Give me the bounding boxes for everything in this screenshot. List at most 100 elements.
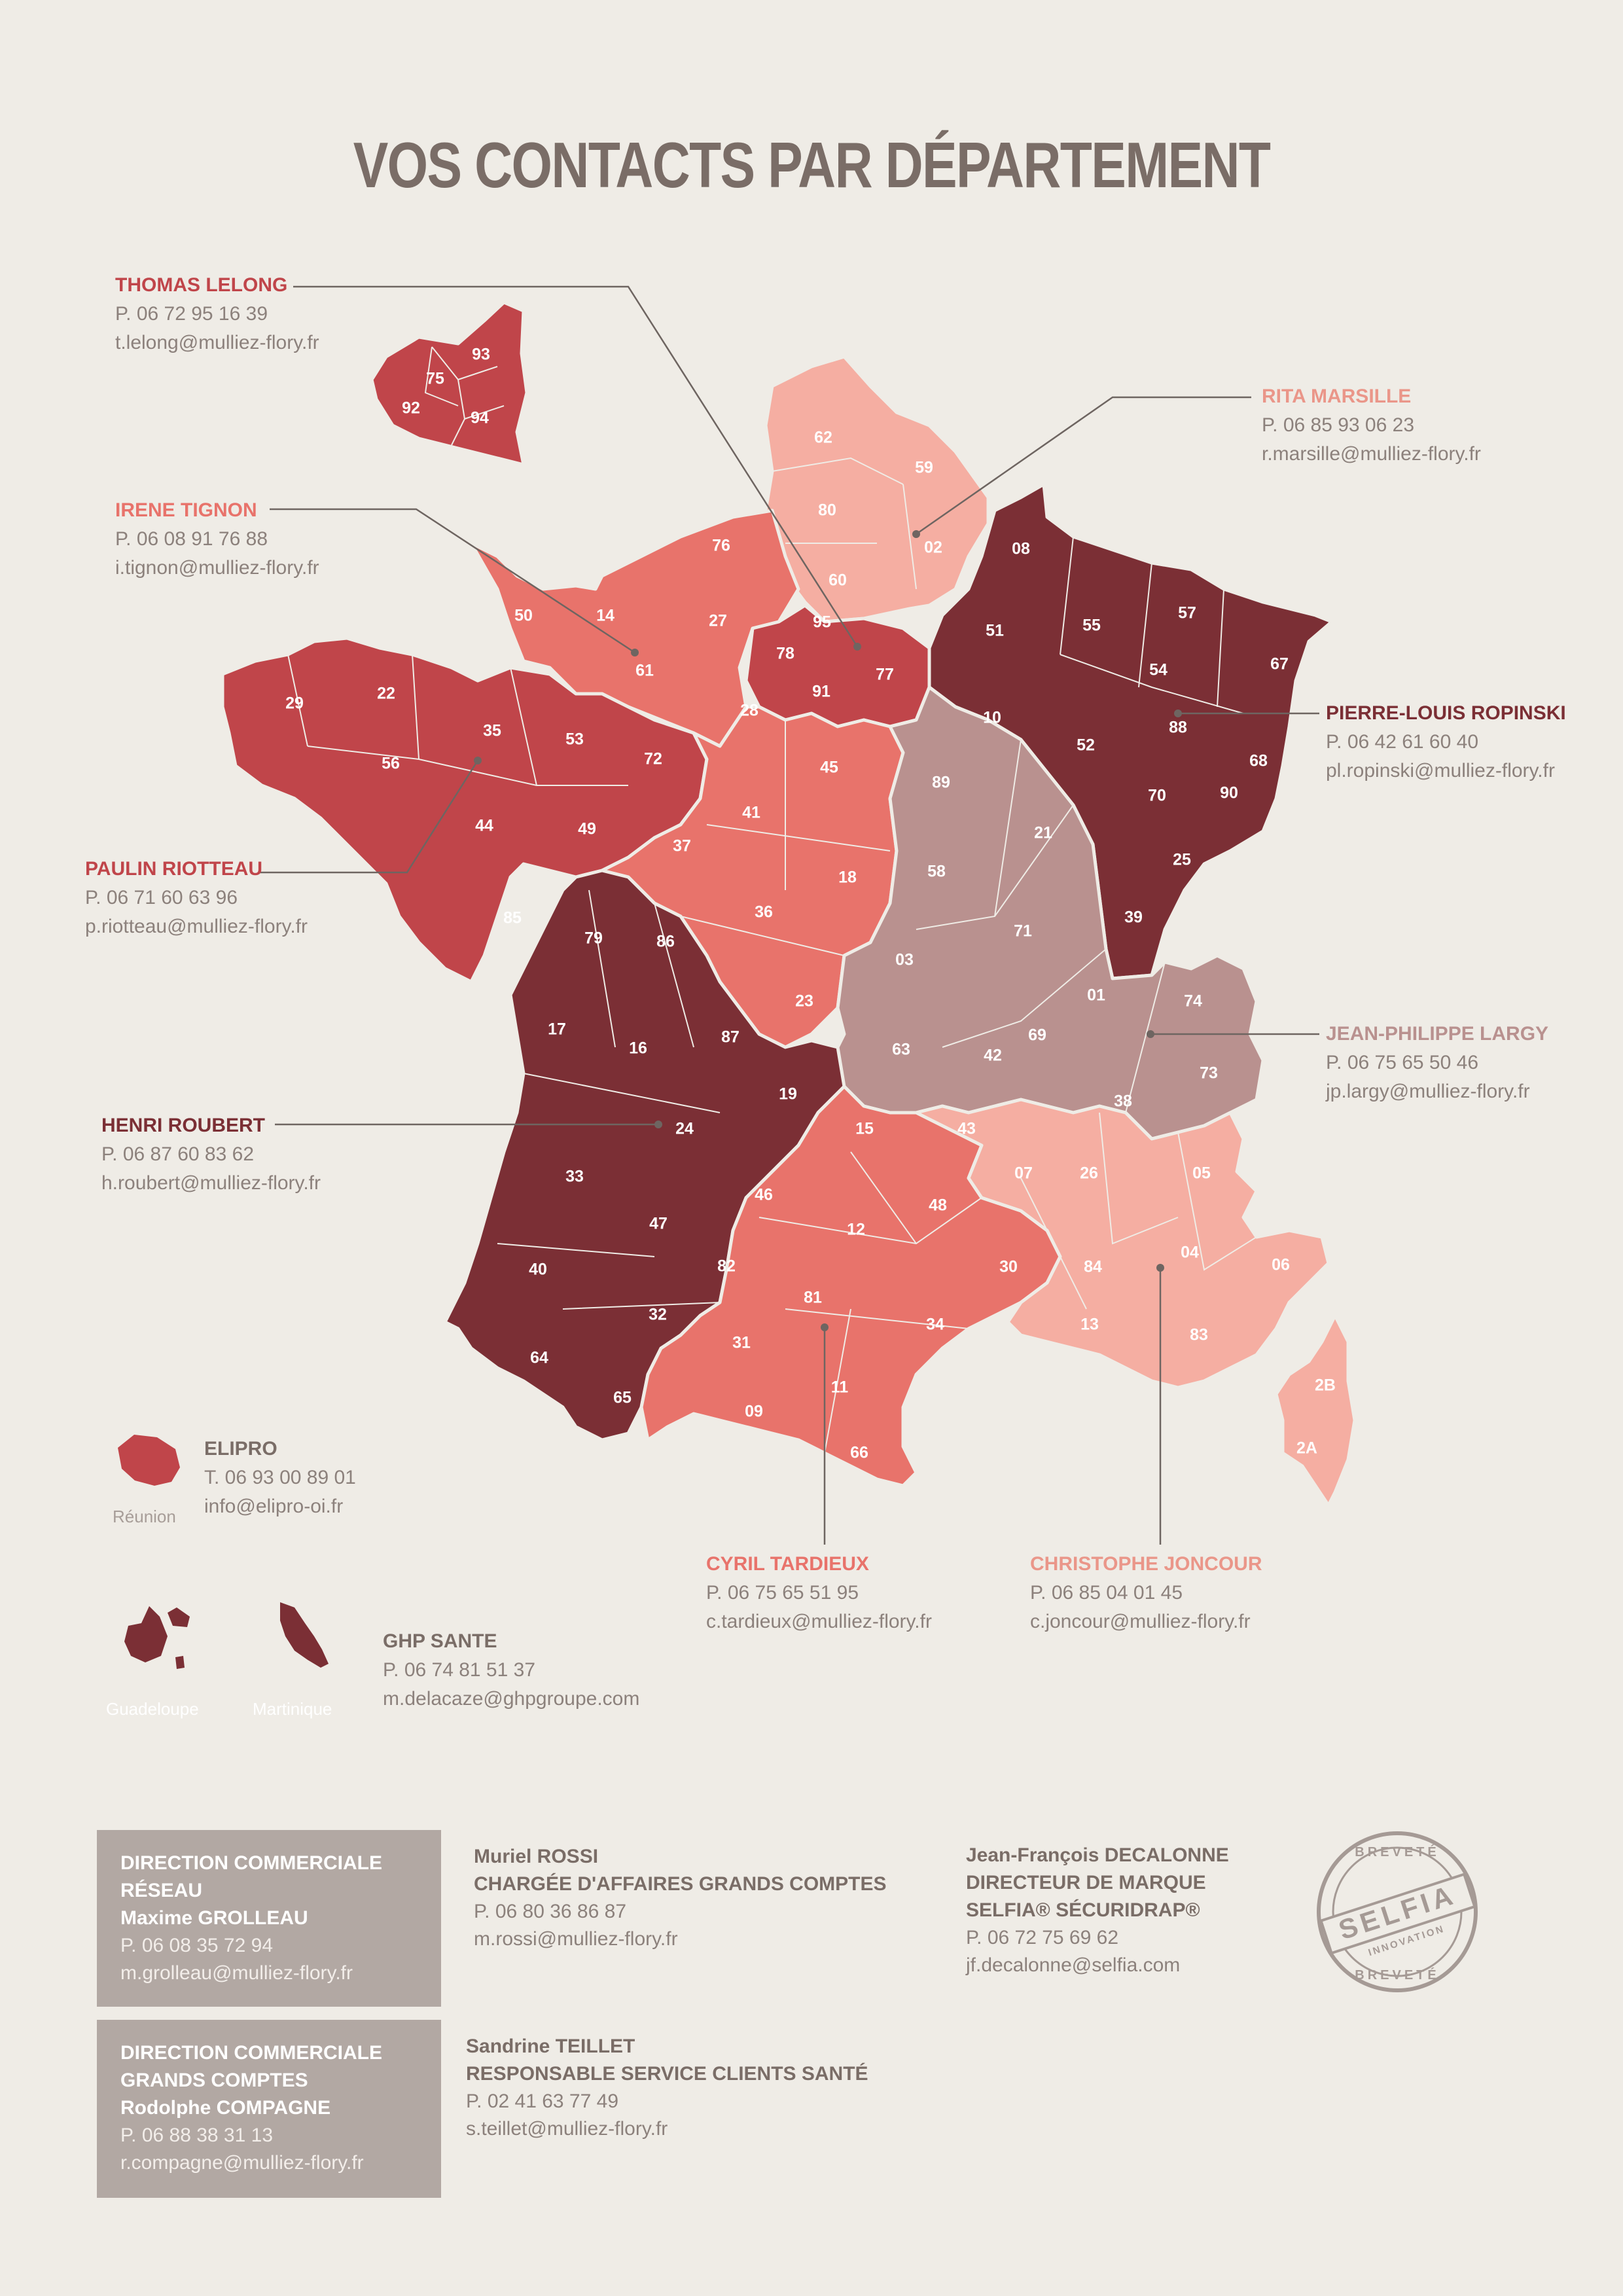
dept-label: 67 <box>1270 655 1289 673</box>
contact-email[interactable]: c.joncour@mulliez-flory.fr <box>1030 1611 1251 1632</box>
dept-label: 24 <box>675 1120 694 1138</box>
dept-label: 18 <box>838 869 857 887</box>
dept-label: 65 <box>613 1389 632 1407</box>
dept-label: 17 <box>548 1020 566 1039</box>
dept-label: 10 <box>983 709 1001 727</box>
dept-label: 33 <box>565 1168 584 1186</box>
contact-phone: P. 06 74 81 51 37 <box>383 1659 535 1681</box>
dept-label: 29 <box>285 694 304 713</box>
dept-label: 94 <box>471 409 489 427</box>
dept-label: 2A <box>1296 1439 1317 1458</box>
contact-email[interactable]: p.riotteau@mulliez-flory.fr <box>85 916 308 937</box>
box-email[interactable]: r.compagne@mulliez-flory.fr <box>120 2152 364 2174</box>
contact-email[interactable]: h.roubert@mulliez-flory.fr <box>101 1172 321 1194</box>
page-title: VOS CONTACTS PAR DÉPARTEMENT <box>353 129 1271 201</box>
dept-label: 66 <box>850 1444 868 1462</box>
contact-ghp: GHP SANTE P. 06 74 81 51 37 m.delacaze@g… <box>383 1627 639 1713</box>
box-heading: RÉSEAU <box>120 1880 203 1901</box>
contact-email[interactable]: info@elipro-oi.fr <box>204 1496 344 1517</box>
contact-email[interactable]: m.delacaze@ghpgroupe.com <box>383 1688 640 1710</box>
contact-email[interactable]: c.tardieux@mulliez-flory.fr <box>706 1611 932 1632</box>
dept-label: 27 <box>709 612 727 630</box>
footer-email[interactable]: jf.decalonne@selfia.com <box>966 1954 1181 1976</box>
contact-roubert: HENRI ROUBERT P. 06 87 60 83 62 h.rouber… <box>101 1111 321 1198</box>
dept-label: 72 <box>644 750 662 768</box>
dept-label: 45 <box>820 759 838 777</box>
dept-label: 46 <box>755 1186 773 1204</box>
contact-name: RITA MARSILLE <box>1262 386 1412 407</box>
dept-label: 30 <box>999 1258 1018 1276</box>
contact-tardieux: CYRIL TARDIEUX P. 06 75 65 51 95 c.tardi… <box>706 1550 932 1636</box>
contact-phone: P. 06 42 61 60 40 <box>1326 731 1478 753</box>
footer-role: DIRECTEUR DE MARQUE <box>966 1872 1206 1893</box>
contact-phone: P. 06 08 91 76 88 <box>115 528 268 550</box>
dept-label: 08 <box>1012 540 1030 558</box>
dept-label: 74 <box>1184 992 1202 1011</box>
dept-label: 89 <box>932 774 950 792</box>
box-phone: P. 06 88 38 31 13 <box>120 2125 273 2146</box>
contact-email[interactable]: r.marsille@mulliez-flory.fr <box>1262 443 1481 465</box>
contact-largy: JEAN-PHILIPPE LARGY P. 06 75 65 50 46 jp… <box>1326 1020 1548 1106</box>
footer-person-name: Jean-François DECALONNE <box>966 1844 1229 1866</box>
contact-phone: P. 06 75 65 50 46 <box>1326 1052 1478 1073</box>
dept-label: 23 <box>795 992 813 1011</box>
dept-label: 76 <box>712 537 730 555</box>
contact-lelong: THOMAS LELONG P. 06 72 95 16 39 t.lelong… <box>115 271 319 357</box>
dept-label: 49 <box>578 820 596 838</box>
contact-name: THOMAS LELONG <box>115 274 288 296</box>
contact-email[interactable]: jp.largy@mulliez-flory.fr <box>1326 1081 1530 1102</box>
dept-label: 11 <box>831 1378 849 1397</box>
dept-label: 50 <box>514 607 533 625</box>
dept-label: 12 <box>847 1221 865 1239</box>
dept-label: 95 <box>813 613 831 632</box>
contact-phone: T. 06 93 00 89 01 <box>204 1467 356 1488</box>
contact-riotteau: PAULIN RIOTTEAU P. 06 71 60 63 96 p.riot… <box>85 855 308 941</box>
dept-label: 91 <box>812 683 830 701</box>
dept-label: 55 <box>1082 617 1101 635</box>
contact-email[interactable]: i.tignon@mulliez-flory.fr <box>115 557 319 579</box>
dept-label: 82 <box>717 1257 736 1276</box>
contact-name: ELIPRO <box>204 1438 277 1460</box>
dept-label: 43 <box>957 1120 976 1138</box>
dept-label: 05 <box>1192 1164 1211 1183</box>
dept-label: 79 <box>584 929 603 948</box>
contact-name: IRENE TIGNON <box>115 499 257 521</box>
dept-label: 13 <box>1080 1316 1099 1334</box>
region-idf <box>744 603 931 728</box>
contact-email[interactable]: t.lelong@mulliez-flory.fr <box>115 332 319 353</box>
box-person-name: Maxime GROLLEAU <box>120 1907 308 1929</box>
dept-label: 02 <box>924 539 942 557</box>
dept-label: 51 <box>986 622 1004 640</box>
selfia-brevete-stamp: BREVETÉ SELFIA INNOVATION BREVETÉ <box>1317 1831 1478 1992</box>
footer-email[interactable]: s.teillet@mulliez-flory.fr <box>466 2118 668 2140</box>
footer-email[interactable]: m.rossi@mulliez-flory.fr <box>474 1928 678 1950</box>
dept-label: 57 <box>1178 604 1196 622</box>
footer-person-name: Muriel ROSSI <box>474 1846 599 1867</box>
dept-label: 75 <box>426 370 444 388</box>
dept-label: 44 <box>475 817 493 835</box>
guadeloupe-label: Guadeloupe <box>106 1699 199 1719</box>
box-heading: DIRECTION COMMERCIALE <box>120 1852 382 1874</box>
box-heading: DIRECTION COMMERCIALE <box>120 2042 382 2064</box>
contact-name: PAULIN RIOTTEAU <box>85 858 263 880</box>
guadeloupe-shape <box>124 1606 190 1669</box>
martinique-label: Martinique <box>253 1699 332 1719</box>
contact-email[interactable]: pl.ropinski@mulliez-flory.fr <box>1326 760 1555 781</box>
box-email[interactable]: m.grolleau@mulliez-flory.fr <box>120 1962 353 1984</box>
contact-name: CHRISTOPHE JONCOUR <box>1030 1553 1262 1575</box>
contact-name: JEAN-PHILIPPE LARGY <box>1326 1023 1549 1045</box>
box-heading: GRANDS COMPTES <box>120 2070 308 2091</box>
dept-label: 35 <box>483 722 501 740</box>
dept-label: 52 <box>1077 736 1095 755</box>
dept-label: 01 <box>1087 986 1105 1005</box>
dept-label: 16 <box>629 1039 647 1058</box>
dept-label: 53 <box>565 730 584 749</box>
contact-name: CYRIL TARDIEUX <box>706 1553 869 1575</box>
department-borders <box>287 457 1257 1454</box>
box-person-name: Rodolphe COMPAGNE <box>120 2097 331 2119</box>
dept-label: 59 <box>915 459 933 477</box>
contact-marsille: RITA MARSILLE P. 06 85 93 06 23 r.marsil… <box>1262 382 1481 469</box>
dept-label: 92 <box>402 399 420 418</box>
contact-name: PIERRE-LOUIS ROPINSKI <box>1326 702 1566 724</box>
